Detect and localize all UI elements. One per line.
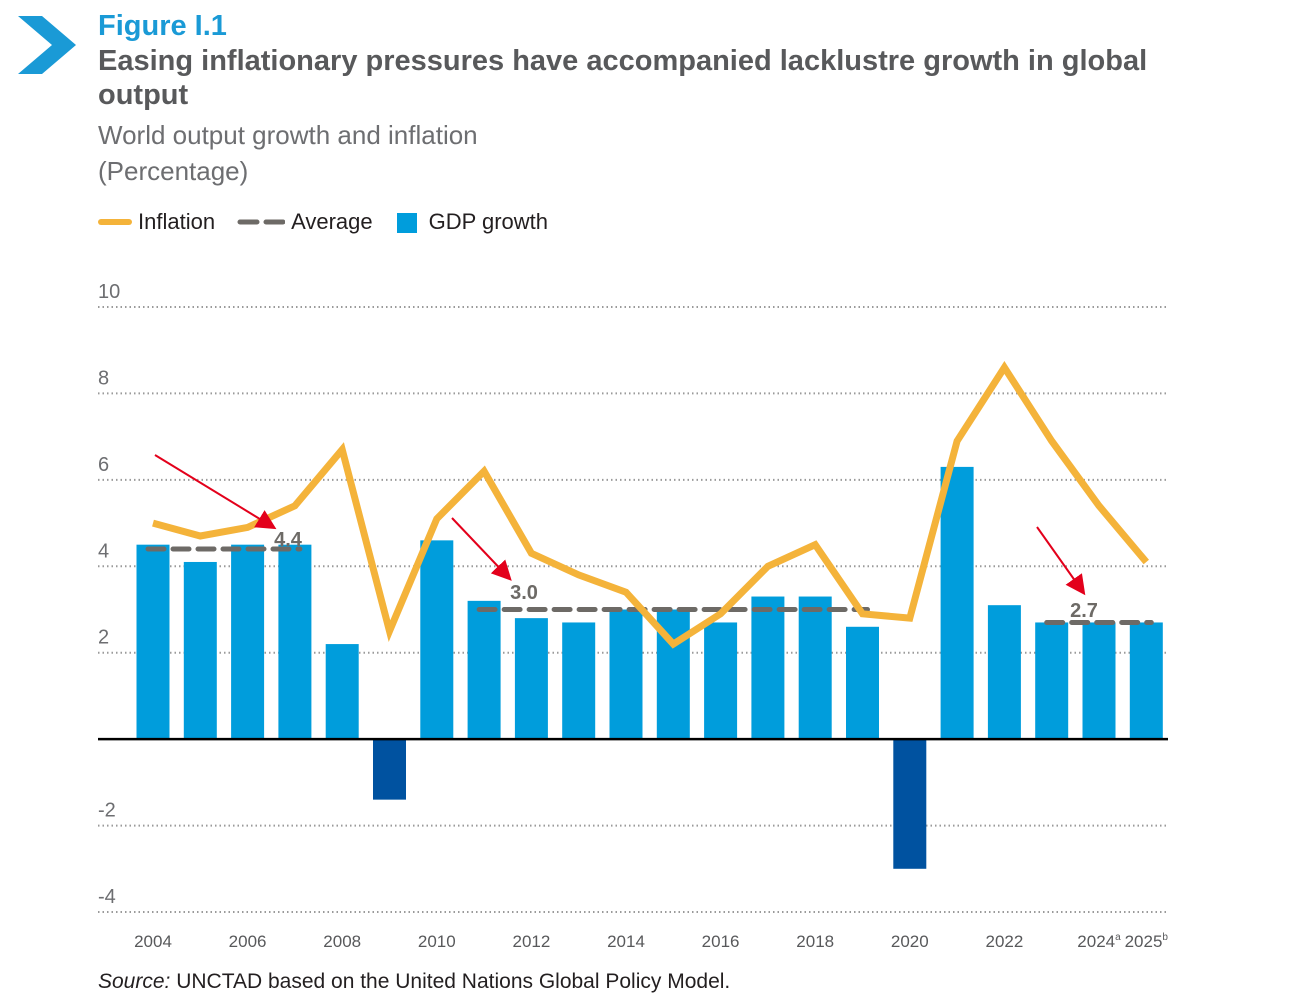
chart-unit: (Percentage) <box>98 156 249 186</box>
gdp-bar-2022 <box>987 605 1021 740</box>
gdp-bar-2017 <box>751 596 785 740</box>
legend-gdp-label: GDP growth <box>428 209 549 234</box>
source-note: Source: UNCTAD based on the United Natio… <box>98 970 730 994</box>
gdp-bar-2025 <box>1129 622 1163 740</box>
x-tick-label-2004: 2004 <box>134 932 172 951</box>
y-tick-label-6: 6 <box>98 454 109 476</box>
legend-inflation-swatch <box>98 219 132 225</box>
x-tick-label-2006: 2006 <box>229 932 267 951</box>
x-axis-ticks: 2004 2006 2008 2010 2012 2014 2016 2018 2020 2022… <box>134 932 1168 951</box>
legend-item-average: Average <box>237 209 373 235</box>
gdp-bar-2016 <box>704 622 738 740</box>
x-tick-label-2010: 2010 <box>418 932 456 951</box>
chart-subtitle: World output growth and inflation <box>98 120 478 150</box>
gdp-bar-2021 <box>940 466 974 740</box>
average-labels: 4.4 3.0 2.7 <box>274 529 1098 622</box>
gdp-bar-2024 <box>1082 622 1116 740</box>
gdp-bar-2010 <box>420 540 454 740</box>
average-label-4.4: 4.4 <box>274 529 303 551</box>
gdp-bar-2012 <box>514 618 548 740</box>
gdp-bar-2013 <box>562 622 596 740</box>
y-tick-label-8: 8 <box>98 367 109 389</box>
gdp-bar-2023 <box>1035 622 1069 740</box>
legend-item-gdp-growth: GDP growth <box>395 209 548 235</box>
gdp-bar-2019 <box>846 626 879 740</box>
source-text: UNCTAD based on the United Nations Globa… <box>170 970 731 993</box>
gdp-bar-2018 <box>798 596 832 740</box>
average-label-3.0: 3.0 <box>510 582 538 604</box>
inflation-line <box>152 361 1149 649</box>
x-tick-label-2008: 2008 <box>323 932 361 951</box>
y-tick-label-10: 10 <box>98 281 120 303</box>
legend-inflation-label: Inflation <box>138 209 216 234</box>
x-tick-label-2022: 2022 <box>985 932 1023 951</box>
gdp-bar-2020 <box>893 739 927 869</box>
legend-gdp-swatch <box>396 213 417 233</box>
y-axis-ticks: 10 8 6 4 2 -2 -4 <box>98 281 120 908</box>
gdp-bar-2011 <box>467 600 501 740</box>
x-tick-label-2014: 2014 <box>607 932 645 951</box>
figure-label: Figure I.1 <box>98 10 227 42</box>
y-tick-label-4: 4 <box>98 540 109 562</box>
y-tick-label--2: -2 <box>98 800 116 822</box>
gdp-bars <box>136 466 1163 869</box>
x-tick-label-2012: 2012 <box>512 932 550 951</box>
annotation-arrow-4.4 <box>154 454 277 530</box>
gdp-bar-2006 <box>231 544 265 740</box>
chart-title: Easing inflationary pressures have accom… <box>98 45 1148 111</box>
legend-average-swatch <box>237 219 286 225</box>
gdp-bar-2009 <box>373 739 406 800</box>
gdp-bar-2007 <box>278 544 312 740</box>
annotation-arrow-2.7 <box>1036 526 1086 596</box>
y-tick-label--4: -4 <box>98 886 116 908</box>
x-tick-label-2016: 2016 <box>702 932 740 951</box>
gdp-bar-2008 <box>325 644 359 740</box>
y-tick-label-2: 2 <box>98 627 109 649</box>
gdp-bar-2014 <box>609 609 643 740</box>
annotation-arrows <box>154 454 1086 596</box>
source-label: Source: <box>98 970 171 993</box>
average-lines <box>145 546 1154 625</box>
x-tick-label-2025: 2025b <box>1125 932 1169 951</box>
legend-average-label: Average <box>291 209 373 234</box>
inflation-line-group <box>152 361 1149 649</box>
gdp-bar-2005 <box>183 561 217 740</box>
x-tick-label-2018: 2018 <box>796 932 834 951</box>
x-tick-label-2020: 2020 <box>891 932 929 951</box>
gdp-bar-2004 <box>136 544 170 740</box>
legend-item-inflation: Inflation <box>98 209 215 235</box>
annotation-arrow-3.0 <box>451 517 512 581</box>
chevron-icon <box>18 16 76 74</box>
x-tick-label-2024: 2024a <box>1077 932 1121 951</box>
average-label-2.7: 2.7 <box>1070 600 1098 622</box>
legend: Inflation Average GDP growth <box>98 206 570 238</box>
